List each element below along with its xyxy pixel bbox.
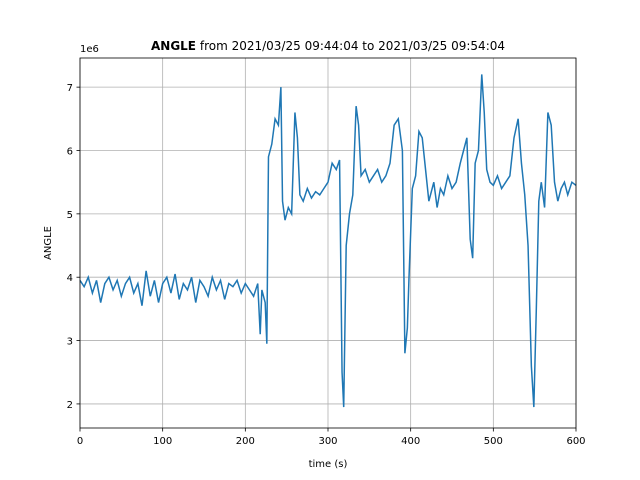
- y-tick-label: 3: [67, 337, 73, 348]
- y-tick-label: 5: [67, 210, 73, 221]
- x-tick-label: 400: [401, 436, 420, 447]
- y-tick-label: 2: [67, 400, 73, 411]
- y-tick-label: 4: [67, 273, 73, 284]
- x-tick-label: 100: [153, 436, 172, 447]
- plot-frame: [79, 57, 577, 429]
- title-bold: ANGLE: [151, 39, 196, 53]
- x-tick-label: 600: [566, 436, 585, 447]
- y-tick-label: 6: [67, 147, 73, 158]
- title-text: from 2021/03/25 09:44:04 to 2021/03/25 0…: [200, 39, 505, 53]
- y-axis-label: ANGLE: [43, 226, 54, 260]
- y-offset-text: 1e6: [80, 44, 99, 55]
- x-tick-label: 0: [77, 436, 83, 447]
- x-axis-label: time (s): [309, 459, 348, 470]
- data-line: [79, 74, 577, 408]
- x-tick-label: 300: [318, 436, 337, 447]
- x-tick-label: 500: [484, 436, 503, 447]
- chart-title: ANGLE from 2021/03/25 09:44:04 to 2021/0…: [151, 39, 505, 53]
- y-tick-label: 7: [67, 83, 73, 94]
- x-tick-label: 200: [236, 436, 255, 447]
